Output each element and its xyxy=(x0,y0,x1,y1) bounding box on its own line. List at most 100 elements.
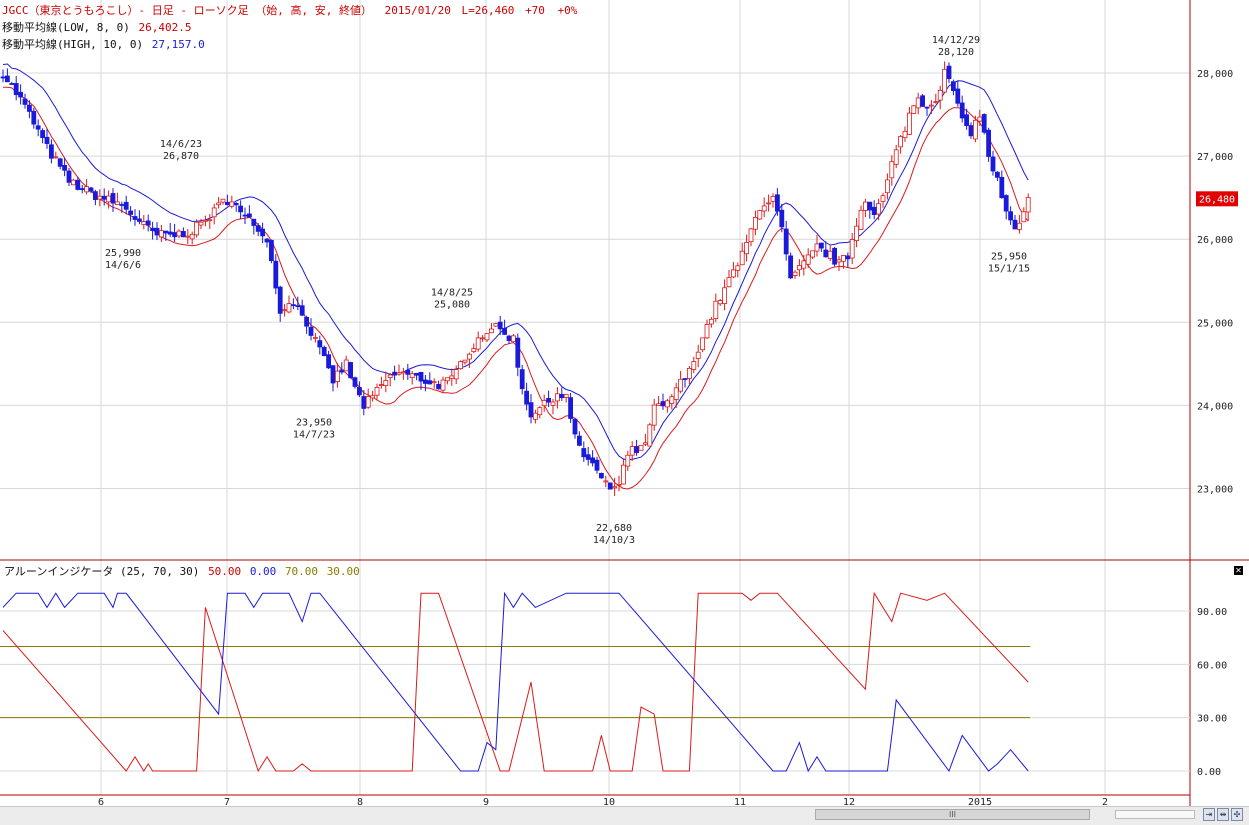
candle-body xyxy=(656,403,661,407)
candle-body xyxy=(889,161,895,179)
candle-body xyxy=(145,220,151,226)
candle-body xyxy=(163,230,169,234)
candle-body xyxy=(845,255,851,260)
annotation-date: 14/8/25 xyxy=(431,288,473,299)
candle-body xyxy=(436,383,442,390)
candle-body xyxy=(871,206,877,215)
candle-body xyxy=(770,196,776,202)
candle-body xyxy=(202,219,208,222)
close-indicator-icon[interactable]: ✕ xyxy=(1234,566,1243,575)
candle-body xyxy=(691,361,697,370)
candle-body xyxy=(251,218,257,226)
candle-body xyxy=(339,369,345,373)
candle-body xyxy=(621,464,626,485)
candle-body xyxy=(968,125,974,137)
fit-icon[interactable]: ✣ xyxy=(1231,808,1243,821)
candle-body xyxy=(722,287,727,305)
candle-body xyxy=(986,129,991,157)
indicator-axis-label: 0.00 xyxy=(1197,767,1221,778)
scrollbar-thumb[interactable]: III xyxy=(815,809,1090,820)
candle-body xyxy=(62,165,67,171)
candle-body xyxy=(581,448,587,458)
candle-body xyxy=(84,186,89,193)
candle-body xyxy=(810,250,815,258)
x-axis-tick: 12 xyxy=(843,797,855,808)
candle-body xyxy=(277,286,283,314)
candle-body xyxy=(660,401,666,407)
candle-body xyxy=(440,379,446,391)
candle-body xyxy=(823,249,829,258)
candle-body xyxy=(246,213,252,218)
candle-body xyxy=(775,194,780,212)
candle-body xyxy=(805,254,811,265)
candle-body xyxy=(224,201,230,206)
candle-body xyxy=(180,231,186,238)
annotation-date: 14/12/29 xyxy=(932,35,980,46)
candle-body xyxy=(510,335,516,343)
candle-body xyxy=(603,480,609,483)
candle-body xyxy=(568,397,573,419)
scrollbar-thumb-grip: III xyxy=(948,810,957,819)
chart-title: JGCC（東京とうもろこし）- 日足 - ローソク足 （始, 高, 安, 終値） xyxy=(2,4,372,17)
candle-body xyxy=(365,396,371,408)
candle-body xyxy=(449,375,455,379)
candle-body xyxy=(533,412,538,420)
candle-body xyxy=(431,381,437,384)
candle-body xyxy=(1012,219,1018,230)
zoom-slider[interactable] xyxy=(1115,810,1195,819)
candle-body xyxy=(158,230,164,238)
candle-body xyxy=(136,218,142,222)
candle-body xyxy=(612,486,617,489)
candle-body xyxy=(264,238,270,243)
candle-body xyxy=(260,228,266,237)
zoom-out-icon[interactable]: ⇹ xyxy=(1217,808,1229,821)
candle-body xyxy=(268,239,274,261)
candle-body xyxy=(766,202,771,205)
last-price-tag xyxy=(1196,191,1238,207)
x-axis-tick: 6 xyxy=(98,797,104,808)
candle-body xyxy=(678,378,683,392)
candle-body xyxy=(713,300,719,319)
candle-body xyxy=(502,327,508,335)
candle-body xyxy=(964,114,969,126)
candle-body xyxy=(739,250,745,266)
indicator-axis-label: 90.00 xyxy=(1197,607,1227,618)
candle-body xyxy=(625,454,631,467)
candle-body xyxy=(990,156,996,172)
candle-body xyxy=(537,407,543,416)
candle-body xyxy=(295,305,301,308)
candle-body xyxy=(515,337,521,368)
candle-body xyxy=(951,81,956,91)
candle-body xyxy=(761,205,767,212)
candle-body xyxy=(40,130,45,139)
candle-body xyxy=(475,337,481,350)
candle-body xyxy=(788,255,793,279)
candle-body xyxy=(128,210,134,215)
annotation-value: 25,950 xyxy=(991,251,1027,262)
candle-body xyxy=(1025,197,1031,213)
candle-body xyxy=(801,260,807,269)
candle-body xyxy=(885,179,890,194)
candle-body xyxy=(827,250,833,259)
candle-body xyxy=(555,393,560,402)
candle-body xyxy=(836,259,842,263)
aroon-up-line xyxy=(2,591,1029,773)
candle-body xyxy=(101,195,107,200)
candle-body xyxy=(1008,211,1013,221)
candle-body xyxy=(185,235,191,238)
candle-body xyxy=(942,68,947,93)
zoom-in-icon[interactable]: ⇥ xyxy=(1203,808,1215,821)
candle-body xyxy=(71,179,76,186)
candle-body xyxy=(577,435,582,446)
candle-body xyxy=(849,239,855,259)
candle-body xyxy=(97,195,103,200)
candle-body xyxy=(929,104,934,107)
x-axis-tick: 10 xyxy=(603,797,615,808)
candle-body xyxy=(832,247,837,265)
candle-body xyxy=(290,304,296,307)
ma-low-line xyxy=(3,86,1029,490)
annotation-value: 26,870 xyxy=(163,151,199,162)
candle-body xyxy=(392,371,398,376)
header-date: 2015/01/20 xyxy=(384,4,451,17)
candle-body xyxy=(779,209,785,228)
